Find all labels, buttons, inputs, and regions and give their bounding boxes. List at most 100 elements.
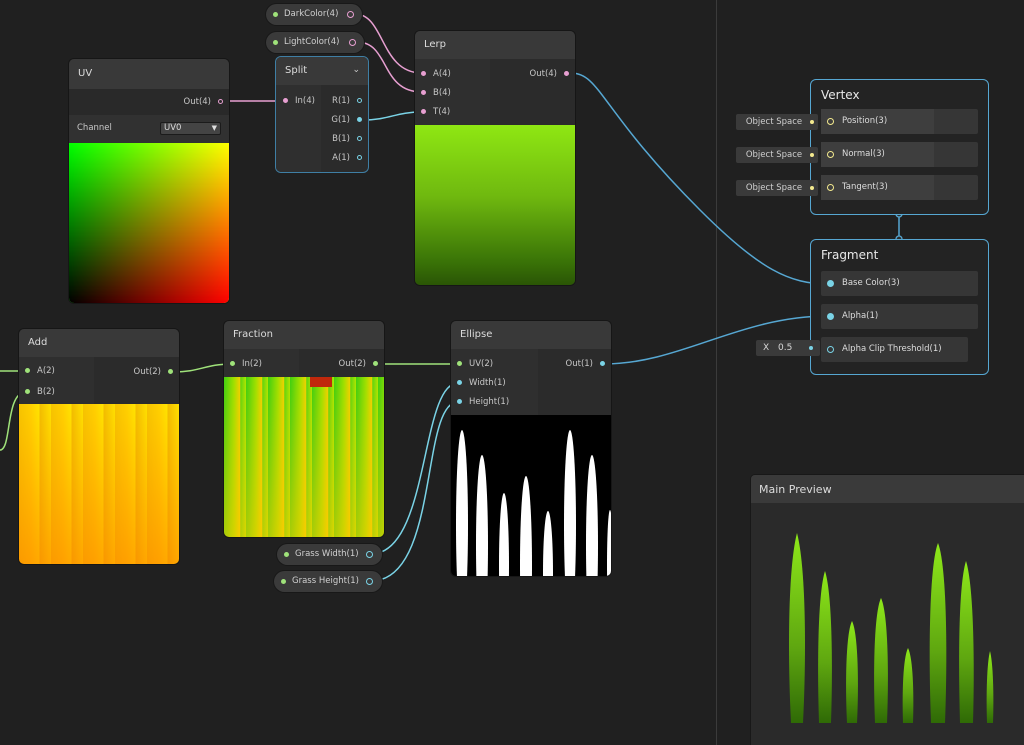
- vertex-block-tangent[interactable]: Tangent(3): [821, 175, 978, 200]
- port-dot[interactable]: [357, 117, 362, 122]
- split-out-r[interactable]: R(1): [332, 95, 362, 107]
- port-dot[interactable]: [421, 71, 426, 76]
- add-node[interactable]: Add A(2) B(2) Out(2): [19, 329, 179, 564]
- property-label: Grass Height(1): [292, 576, 359, 586]
- split-out-g[interactable]: G(1): [331, 114, 362, 126]
- lerp-node-title[interactable]: Lerp: [415, 31, 575, 59]
- fragment-block-alpha[interactable]: Alpha(1): [821, 304, 978, 329]
- port-label: R(1): [332, 96, 350, 106]
- ellipse-in-width[interactable]: Width(1): [457, 377, 506, 389]
- split-out-a[interactable]: A(1): [332, 152, 362, 164]
- port-dot[interactable]: [25, 368, 30, 373]
- ellipse-node-title[interactable]: Ellipse: [451, 321, 611, 349]
- add-in-b[interactable]: B(2): [25, 386, 55, 398]
- port-label: G(1): [331, 115, 350, 125]
- add-out-port[interactable]: Out(2): [134, 366, 173, 378]
- fragment-block-alpha-clip[interactable]: Alpha Clip Threshold(1): [821, 337, 968, 362]
- port-dot[interactable]: [357, 98, 362, 103]
- port-dot[interactable]: [357, 155, 362, 160]
- port-dot[interactable]: [457, 399, 462, 404]
- property-dot: [273, 12, 278, 17]
- port-label: B(2): [37, 387, 55, 397]
- space-dot: [810, 120, 814, 124]
- alpha-clip-value-field[interactable]: X 0.5: [756, 340, 820, 356]
- fragment-block-base-color[interactable]: Base Color(3): [821, 271, 978, 296]
- property-grass-width[interactable]: Grass Width(1): [277, 544, 382, 565]
- port-out[interactable]: [347, 11, 354, 18]
- block-label: Alpha(1): [842, 311, 879, 321]
- port-dot[interactable]: [457, 380, 462, 385]
- split-node-title[interactable]: Split: [276, 57, 368, 85]
- position-space-field[interactable]: Object Space: [736, 114, 818, 130]
- lerp-in-t[interactable]: T(4): [421, 106, 450, 118]
- add-input-column: [19, 357, 94, 404]
- property-dot: [273, 40, 278, 45]
- add-in-a[interactable]: A(2): [25, 365, 55, 377]
- port-dot[interactable]: [827, 118, 834, 125]
- port-dot[interactable]: [421, 109, 426, 114]
- split-out-b[interactable]: B(1): [332, 133, 362, 145]
- port-dot[interactable]: [283, 98, 288, 103]
- grass-blade: [902, 648, 914, 723]
- split-in-port[interactable]: In(4): [283, 95, 315, 107]
- property-light-color[interactable]: LightColor(4): [266, 32, 364, 53]
- fraction-node-title[interactable]: Fraction: [224, 321, 384, 349]
- uv-channel-dropdown[interactable]: UV0 ▼: [160, 122, 221, 135]
- add-node-title[interactable]: Add: [19, 329, 179, 357]
- port-dot[interactable]: [827, 184, 834, 191]
- property-grass-height[interactable]: Grass Height(1): [274, 571, 382, 592]
- port-out[interactable]: [366, 578, 373, 585]
- port-dot[interactable]: [421, 90, 426, 95]
- ellipse-out-port[interactable]: Out(1): [566, 358, 605, 370]
- main-preview-panel[interactable]: Main Preview: [751, 475, 1024, 745]
- fraction-node[interactable]: Fraction In(2) Out(2): [224, 321, 384, 537]
- port-dot[interactable]: [827, 280, 834, 287]
- vertex-block-normal[interactable]: Normal(3): [821, 142, 978, 167]
- fragment-context[interactable]: Fragment Base Color(3) Alpha(1) Alpha Cl…: [810, 239, 989, 375]
- port-dot[interactable]: [827, 346, 834, 353]
- port-dot[interactable]: [564, 71, 569, 76]
- port-dot[interactable]: [218, 99, 223, 104]
- uv-out-port[interactable]: Out(4): [184, 96, 223, 108]
- port-dot[interactable]: [168, 369, 173, 374]
- lerp-out-port[interactable]: Out(4): [530, 68, 569, 80]
- ellipse-in-height[interactable]: Height(1): [457, 396, 509, 408]
- vertex-block-position[interactable]: Position(3): [821, 109, 978, 134]
- fraction-out-port[interactable]: Out(2): [339, 358, 378, 370]
- vertex-context[interactable]: Vertex Position(3) Normal(3) Tangent(3): [810, 79, 989, 215]
- chevron-down-icon[interactable]: ⌄: [352, 65, 360, 75]
- lerp-in-b[interactable]: B(4): [421, 87, 451, 99]
- uv-node[interactable]: UV Out(4) Channel UV0 ▼: [69, 59, 229, 303]
- port-label: A(2): [37, 366, 55, 376]
- main-preview-header[interactable]: Main Preview: [751, 475, 1024, 503]
- port-dot[interactable]: [457, 361, 462, 366]
- port-dot[interactable]: [373, 361, 378, 366]
- split-node[interactable]: Split ⌄ In(4) R(1) G(1) B(1) A(1): [276, 57, 368, 172]
- port-label: Out(4): [529, 69, 557, 79]
- grass-blade: [874, 598, 888, 723]
- tangent-space-field[interactable]: Object Space: [736, 180, 818, 196]
- main-preview-render: [789, 533, 994, 723]
- port-dot[interactable]: [600, 361, 605, 366]
- port-out[interactable]: [349, 39, 356, 46]
- lerp-in-a[interactable]: A(4): [421, 68, 451, 80]
- property-label: LightColor(4): [284, 37, 340, 47]
- fraction-in-port[interactable]: In(2): [230, 358, 262, 370]
- uv-node-title[interactable]: UV: [69, 59, 229, 89]
- lerp-node[interactable]: Lerp A(4) B(4) T(4) Out(4): [415, 31, 575, 285]
- property-dark-color[interactable]: DarkColor(4): [266, 4, 362, 25]
- port-dot[interactable]: [827, 313, 834, 320]
- port-dot[interactable]: [230, 361, 235, 366]
- grass-blade: [846, 621, 858, 723]
- ellipse-in-uv[interactable]: UV(2): [457, 358, 493, 370]
- port-dot[interactable]: [827, 151, 834, 158]
- uv-preview: [69, 143, 229, 303]
- port-label: UV(2): [469, 359, 494, 369]
- normal-space-field[interactable]: Object Space: [736, 147, 818, 163]
- port-label: Out(1): [565, 359, 593, 369]
- ellipse-node[interactable]: Ellipse UV(2) Width(1) Height(1) Out(1): [451, 321, 611, 576]
- port-dot[interactable]: [25, 389, 30, 394]
- port-dot[interactable]: [357, 136, 362, 141]
- port-out[interactable]: [366, 551, 373, 558]
